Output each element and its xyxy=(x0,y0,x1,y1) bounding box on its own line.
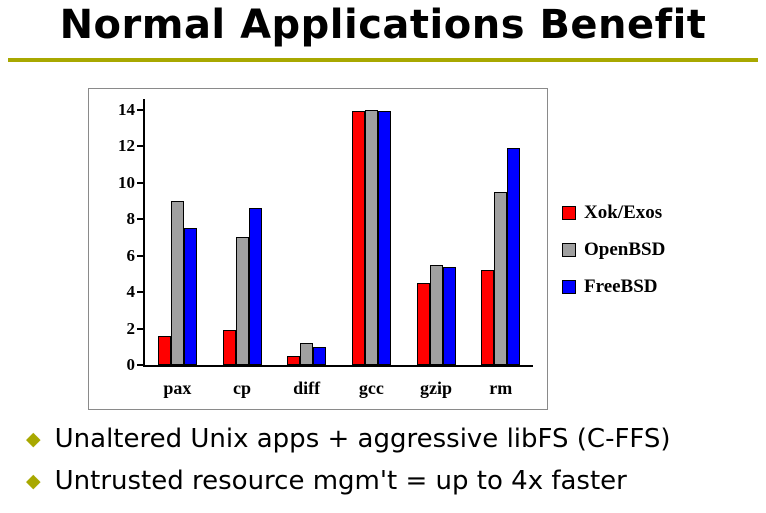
bar-group-cp: cp xyxy=(210,99,275,398)
bar-freebsd-cp xyxy=(248,208,262,365)
legend-item: Xok/Exos xyxy=(562,202,665,224)
bar-freebsd-diff xyxy=(313,346,327,365)
y-axis-tick-label: 2 xyxy=(126,318,136,338)
x-axis-category-label: gcc xyxy=(358,378,384,398)
y-axis-tick-label: 0 xyxy=(126,355,136,374)
bar-freebsd-pax xyxy=(183,228,197,365)
bullet-text: Untrusted resource mgm't = up to 4x fast… xyxy=(54,466,627,496)
title-underline xyxy=(8,58,758,62)
bar-group-pax: pax xyxy=(145,99,210,398)
y-axis-tick-label: 4 xyxy=(126,282,136,302)
bar-group-rm: rm xyxy=(468,99,533,398)
x-axis-category-label: cp xyxy=(233,378,251,398)
bullet-item: ◆ Unaltered Unix apps + aggressive libFS… xyxy=(26,424,760,454)
bar-xok-exos-rm xyxy=(481,270,495,365)
x-axis-category-label: gzip xyxy=(420,378,453,398)
y-axis-tick-label: 8 xyxy=(126,209,136,229)
bullet-text: Unaltered Unix apps + aggressive libFS (… xyxy=(54,424,671,454)
legend-item: OpenBSD xyxy=(562,239,665,261)
y-axis-tick-label: 12 xyxy=(118,136,135,156)
bar-openbsd-rm xyxy=(494,191,508,365)
bar-xok-exos-cp xyxy=(222,330,236,365)
y-axis-tick-mark xyxy=(137,254,144,257)
y-axis-tick-mark xyxy=(137,218,144,221)
bar-openbsd-cp xyxy=(235,237,249,365)
bar-openbsd-diff xyxy=(300,343,314,365)
y-axis-tick-label: 14 xyxy=(118,99,135,119)
x-axis-category-label: diff xyxy=(293,378,321,398)
bar-group-gzip: gzip xyxy=(404,99,469,398)
diamond-bullet-icon: ◆ xyxy=(26,428,41,450)
legend-label: OpenBSD xyxy=(584,239,666,260)
y-axis-tick-label: 6 xyxy=(126,245,136,265)
plot-area: 0 2 4 6 8 10 12 14 pax cp diff gcc gzip rm xyxy=(118,99,533,398)
bar-xok-exos-gzip xyxy=(416,282,430,365)
legend-swatch-icon xyxy=(562,280,576,294)
y-axis-tick-mark xyxy=(137,291,144,294)
bar-xok-exos-pax xyxy=(157,335,171,365)
bullet-list: ◆ Unaltered Unix apps + aggressive libFS… xyxy=(26,424,760,508)
bar-freebsd-gzip xyxy=(442,266,456,365)
y-axis-tick-mark xyxy=(137,145,144,148)
bullet-item: ◆ Untrusted resource mgm't = up to 4x fa… xyxy=(26,466,760,496)
x-axis-category-label: rm xyxy=(489,378,513,398)
chart-legend: Xok/Exos OpenBSD FreeBSD xyxy=(562,202,665,298)
y-axis-tick-label: 10 xyxy=(118,172,135,192)
bar-xok-exos-gcc xyxy=(351,111,365,365)
bar-group-gcc: gcc xyxy=(339,99,404,398)
legend-label: FreeBSD xyxy=(584,276,658,297)
y-axis-tick-mark xyxy=(137,327,144,330)
y-axis-tick-mark xyxy=(137,108,144,111)
slide-title: Normal Applications Benefit xyxy=(59,2,707,48)
bar-openbsd-gzip xyxy=(429,264,443,365)
legend-swatch-icon xyxy=(562,206,576,220)
legend-swatch-icon xyxy=(562,243,576,257)
bar-xok-exos-diff xyxy=(287,355,301,365)
legend-item: FreeBSD xyxy=(562,276,665,298)
bar-group-diff: diff xyxy=(274,99,339,398)
legend-label: Xok/Exos xyxy=(584,202,663,223)
bar-freebsd-rm xyxy=(507,147,521,365)
bar-groups: pax cp diff gcc gzip rm xyxy=(145,99,533,398)
bar-openbsd-gcc xyxy=(364,109,378,365)
bar-openbsd-pax xyxy=(170,200,184,365)
bar-chart: 0 2 4 6 8 10 12 14 pax cp diff gcc gzip rm xyxy=(88,88,548,410)
bar-freebsd-gcc xyxy=(377,111,391,365)
diamond-bullet-icon: ◆ xyxy=(26,470,41,492)
y-axis-tick-mark xyxy=(137,364,144,366)
y-axis-tick-mark xyxy=(137,181,144,184)
x-axis-category-label: pax xyxy=(163,378,192,398)
